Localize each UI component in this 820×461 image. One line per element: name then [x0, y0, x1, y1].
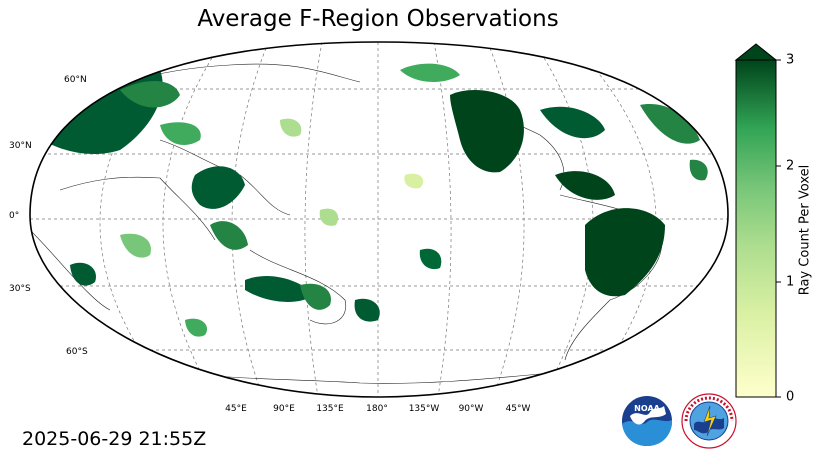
colorbar-label: Ray Count Per Voxel	[797, 164, 813, 296]
lat-label-0: 0°	[9, 211, 20, 221]
lon-label-135e: 135°E	[316, 404, 344, 414]
lon-label-45e: 45°E	[225, 404, 247, 414]
colorbar-tick-0: 0	[786, 389, 795, 405]
lon-label-180: 180°	[366, 404, 388, 414]
colorbar-tick-1: 1	[786, 274, 795, 290]
lat-label-30n: 30°N	[9, 141, 32, 151]
lat-label-30s: 30°S	[9, 284, 31, 294]
noaa-logo-text: NOAA	[634, 404, 660, 413]
lat-label-60s: 60°S	[66, 347, 88, 357]
lon-label-90w: 90°W	[458, 404, 484, 414]
nws-logo	[681, 393, 737, 449]
colorbar-tick-2: 2	[786, 158, 795, 174]
lon-label-45w: 45°W	[505, 404, 531, 414]
lat-label-60n: 60°N	[64, 75, 87, 85]
timestamp: 2025-06-29 21:55Z	[22, 428, 207, 450]
noaa-logo: NOAA	[622, 396, 672, 446]
colorbar-bar	[735, 59, 777, 398]
globe-outline	[29, 41, 729, 398]
lon-label-135w: 135°W	[408, 404, 440, 414]
colorbar-tick-3: 3	[786, 52, 795, 68]
density-patches	[35, 63, 708, 337]
map-title: Average F-Region Observations	[197, 6, 559, 32]
colorbar	[734, 43, 781, 398]
lon-label-90e: 90°E	[273, 404, 295, 414]
colorbar-extend-arrow	[734, 43, 778, 61]
map-content	[30, 42, 728, 397]
